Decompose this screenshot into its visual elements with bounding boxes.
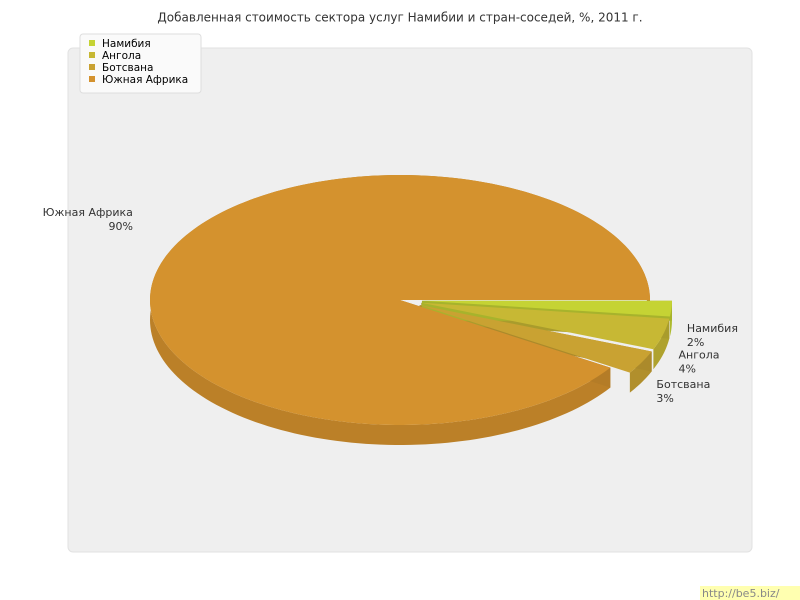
slice <box>419 305 652 373</box>
legend-swatch <box>89 52 95 58</box>
slice-label: Ботсвана <box>656 378 710 391</box>
watermark-bg <box>700 586 800 600</box>
slice-value-label: 3% <box>656 392 673 405</box>
legend-label: Намибия <box>102 38 151 50</box>
legend-label: Ботсвана <box>102 62 153 74</box>
chart-title: Добавленная стоимость сектора услуг Нами… <box>157 11 642 25</box>
legend-label: Ангола <box>102 50 141 62</box>
watermark: http://be5.biz/ <box>702 587 780 600</box>
slice-value-label: 2% <box>687 336 704 349</box>
slice-label: Ангола <box>679 349 720 362</box>
legend-swatch <box>89 76 95 82</box>
legend-swatch <box>89 40 95 46</box>
slice-label: Южная Африка <box>43 206 133 219</box>
slice <box>150 175 650 425</box>
legend-label: Южная Африка <box>102 74 188 86</box>
legend <box>79 33 202 94</box>
legend-swatch <box>89 64 95 70</box>
slice <box>421 300 672 317</box>
slice-value-label: 4% <box>679 363 696 376</box>
slice-value-label: 90% <box>108 220 132 233</box>
slice-label: Намибия <box>687 322 738 335</box>
slice <box>421 302 670 350</box>
